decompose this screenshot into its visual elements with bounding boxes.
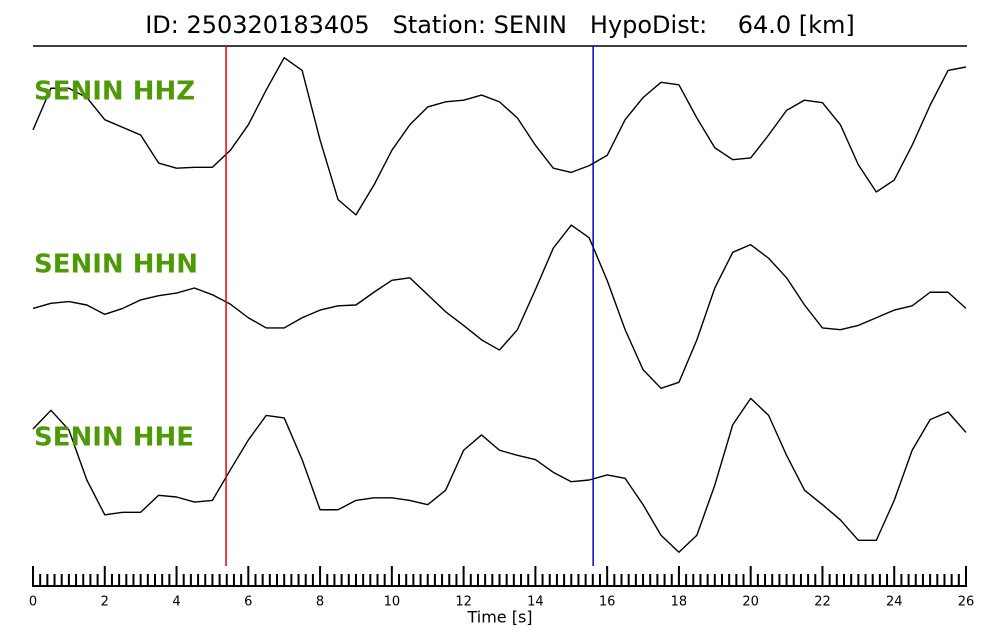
trace: [32, 397, 967, 553]
x-tick-label: 14: [527, 595, 544, 610]
x-tick-label: 20: [742, 595, 759, 610]
x-tick-label: 22: [814, 595, 831, 610]
x-tick-label: 6: [244, 595, 252, 610]
x-tick-label: 12: [455, 595, 472, 610]
x-tick-label: 2: [101, 595, 109, 610]
x-tick-label: 10: [384, 595, 401, 610]
trace: [32, 56, 967, 216]
x-tick-label: 0: [29, 595, 37, 610]
x-tick-label: 8: [316, 595, 324, 610]
x-tick-label: 18: [671, 595, 688, 610]
chart-title: ID: 250320183405 Station: SENIN HypoDist…: [145, 11, 855, 39]
x-tick-label: 16: [599, 595, 616, 610]
trace-label: SENIN HHN: [34, 250, 198, 280]
x-tick-label: 4: [172, 595, 180, 610]
trace: [32, 224, 967, 389]
x-tick-label: 26: [958, 595, 975, 610]
x-axis-label: Time [s]: [466, 608, 532, 627]
trace-label: SENIN HHE: [34, 423, 194, 453]
x-tick-label: 24: [886, 595, 903, 610]
trace-label: SENIN HHZ: [34, 77, 195, 107]
